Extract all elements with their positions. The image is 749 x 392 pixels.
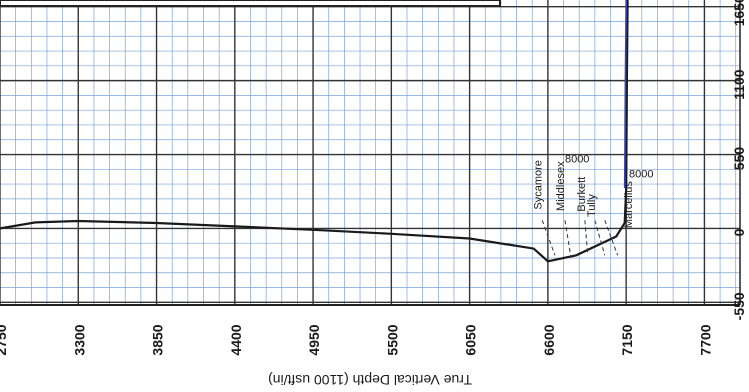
section-tick-3: 1100 bbox=[731, 69, 747, 100]
annotation-7: 8000 bbox=[629, 168, 653, 180]
tvd-tick-2: 3850 bbox=[150, 324, 166, 355]
annotation-1: Sycamore bbox=[532, 160, 544, 210]
section-tick-4: 1650 bbox=[731, 0, 747, 26]
tvd-tick-7: 6600 bbox=[541, 324, 557, 355]
formation-leader-3 bbox=[584, 220, 589, 256]
tvd-axis-label: True Vertical Depth (1100 usft/in) bbox=[268, 372, 472, 388]
formation-leader-1 bbox=[541, 220, 556, 256]
tvd-tick-3: 4400 bbox=[228, 324, 244, 355]
series-line-2 bbox=[623, 0, 627, 189]
formation-leader-5 bbox=[604, 220, 619, 256]
annotation-6: 8000 bbox=[565, 154, 589, 166]
section-tick-labels: -550 0 550 1100 1650 bbox=[731, 0, 747, 320]
section-tick-2: 550 bbox=[731, 147, 747, 171]
section-tick-1: 0 bbox=[731, 228, 747, 236]
tvd-tick-labels: 2750 3300 3850 4400 4950 5500 6050 6600 7150 7700 bbox=[0, 324, 713, 355]
tvd-tick-0: 2750 bbox=[0, 324, 9, 355]
annotation-3: Burkett bbox=[576, 177, 588, 212]
section-tick-0: -550 bbox=[731, 292, 747, 320]
legend-box bbox=[0, 0, 501, 7]
tvd-tick-1: 3300 bbox=[71, 324, 87, 355]
tvd-tick-8: 7150 bbox=[619, 324, 635, 355]
tvd-tick-4: 4950 bbox=[306, 324, 322, 355]
minor-grid bbox=[0, 0, 740, 305]
series-line-1 bbox=[0, 0, 629, 263]
annotation-5: Marcellus bbox=[623, 181, 635, 229]
formation-leader-2 bbox=[564, 220, 572, 256]
annotation-2: Middlesex bbox=[555, 161, 567, 211]
tvd-tick-5: 5500 bbox=[384, 324, 400, 355]
annotation-4: Tully bbox=[586, 194, 598, 217]
tvd-tick-6: 6050 bbox=[463, 324, 479, 355]
tvd-tick-9: 7700 bbox=[697, 324, 713, 355]
series-layer bbox=[0, 0, 629, 263]
formation-leader-4 bbox=[594, 220, 606, 256]
